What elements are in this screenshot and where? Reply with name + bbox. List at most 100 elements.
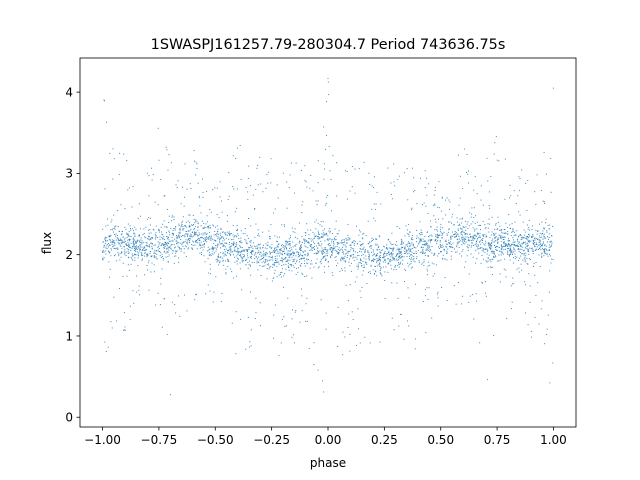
- data-point: [120, 204, 122, 206]
- data-point: [439, 234, 441, 236]
- data-point: [153, 271, 155, 273]
- data-point: [368, 251, 370, 253]
- data-point: [132, 246, 134, 248]
- data-point: [211, 246, 213, 248]
- data-point: [157, 237, 159, 239]
- data-point: [535, 248, 537, 250]
- data-point: [141, 240, 143, 242]
- data-point: [166, 248, 168, 250]
- data-point: [203, 238, 205, 240]
- data-point: [500, 259, 502, 261]
- data-point: [223, 239, 225, 241]
- data-point: [219, 238, 221, 240]
- data-point: [307, 254, 309, 256]
- data-point: [471, 242, 473, 244]
- data-point: [194, 240, 196, 242]
- data-point: [194, 233, 196, 235]
- data-point: [446, 233, 448, 235]
- data-point: [239, 144, 241, 146]
- data-point: [325, 258, 327, 260]
- data-point: [492, 258, 494, 260]
- data-point: [374, 265, 376, 267]
- data-point: [458, 204, 460, 206]
- data-point: [304, 241, 306, 243]
- data-point: [400, 313, 402, 315]
- data-point: [121, 239, 123, 241]
- data-point: [426, 242, 428, 244]
- data-point: [468, 239, 470, 241]
- data-point: [526, 210, 528, 212]
- data-point: [168, 215, 170, 217]
- data-point: [313, 248, 315, 250]
- data-point: [323, 163, 325, 165]
- data-point: [403, 338, 405, 340]
- data-point: [356, 258, 358, 260]
- data-point: [110, 247, 112, 249]
- data-point: [184, 241, 186, 243]
- data-point: [281, 249, 283, 251]
- data-point: [199, 237, 201, 239]
- data-point: [134, 242, 136, 244]
- data-point: [416, 252, 418, 254]
- data-point: [306, 223, 308, 225]
- data-point: [346, 198, 348, 200]
- data-point: [317, 237, 319, 239]
- data-point: [399, 250, 401, 252]
- data-point: [376, 257, 378, 259]
- data-point: [105, 351, 107, 353]
- data-point: [233, 277, 235, 279]
- data-point: [286, 261, 288, 263]
- data-point: [235, 245, 237, 247]
- data-point: [275, 249, 277, 251]
- data-point: [449, 241, 451, 243]
- data-point: [254, 236, 256, 238]
- data-point: [459, 218, 461, 220]
- data-point: [353, 248, 355, 250]
- data-point: [531, 237, 533, 239]
- data-point: [257, 243, 259, 245]
- data-point: [532, 242, 534, 244]
- data-point: [434, 204, 436, 206]
- data-point: [325, 234, 327, 236]
- data-point: [378, 257, 380, 259]
- data-point: [257, 233, 259, 235]
- data-point: [410, 260, 412, 262]
- data-point: [242, 232, 244, 234]
- data-point: [349, 333, 351, 335]
- data-point: [470, 216, 472, 218]
- data-point: [424, 187, 426, 189]
- data-point: [182, 216, 184, 218]
- data-point: [327, 261, 329, 263]
- data-point: [441, 237, 443, 239]
- data-point: [504, 236, 506, 238]
- plot-area: [80, 58, 576, 427]
- data-point: [420, 246, 422, 248]
- data-point: [342, 246, 344, 248]
- data-point: [172, 230, 174, 232]
- data-point: [343, 244, 345, 246]
- data-point: [518, 257, 520, 259]
- data-point: [341, 251, 343, 253]
- data-point: [127, 235, 129, 237]
- data-point: [255, 246, 257, 248]
- data-point: [210, 255, 212, 257]
- data-point: [257, 247, 259, 249]
- data-point: [517, 244, 519, 246]
- data-point: [178, 262, 180, 264]
- data-point: [325, 312, 327, 314]
- data-point: [541, 252, 543, 254]
- data-point: [130, 247, 132, 249]
- data-point: [526, 258, 528, 260]
- data-point: [398, 251, 400, 253]
- data-point: [184, 163, 186, 165]
- data-point: [476, 193, 478, 195]
- data-point: [263, 252, 265, 254]
- data-point: [317, 252, 319, 254]
- data-point: [134, 253, 136, 255]
- data-point: [411, 251, 413, 253]
- data-point: [537, 230, 539, 232]
- data-point: [365, 262, 367, 264]
- data-point: [304, 165, 306, 167]
- data-point: [388, 263, 390, 265]
- data-point: [455, 233, 457, 235]
